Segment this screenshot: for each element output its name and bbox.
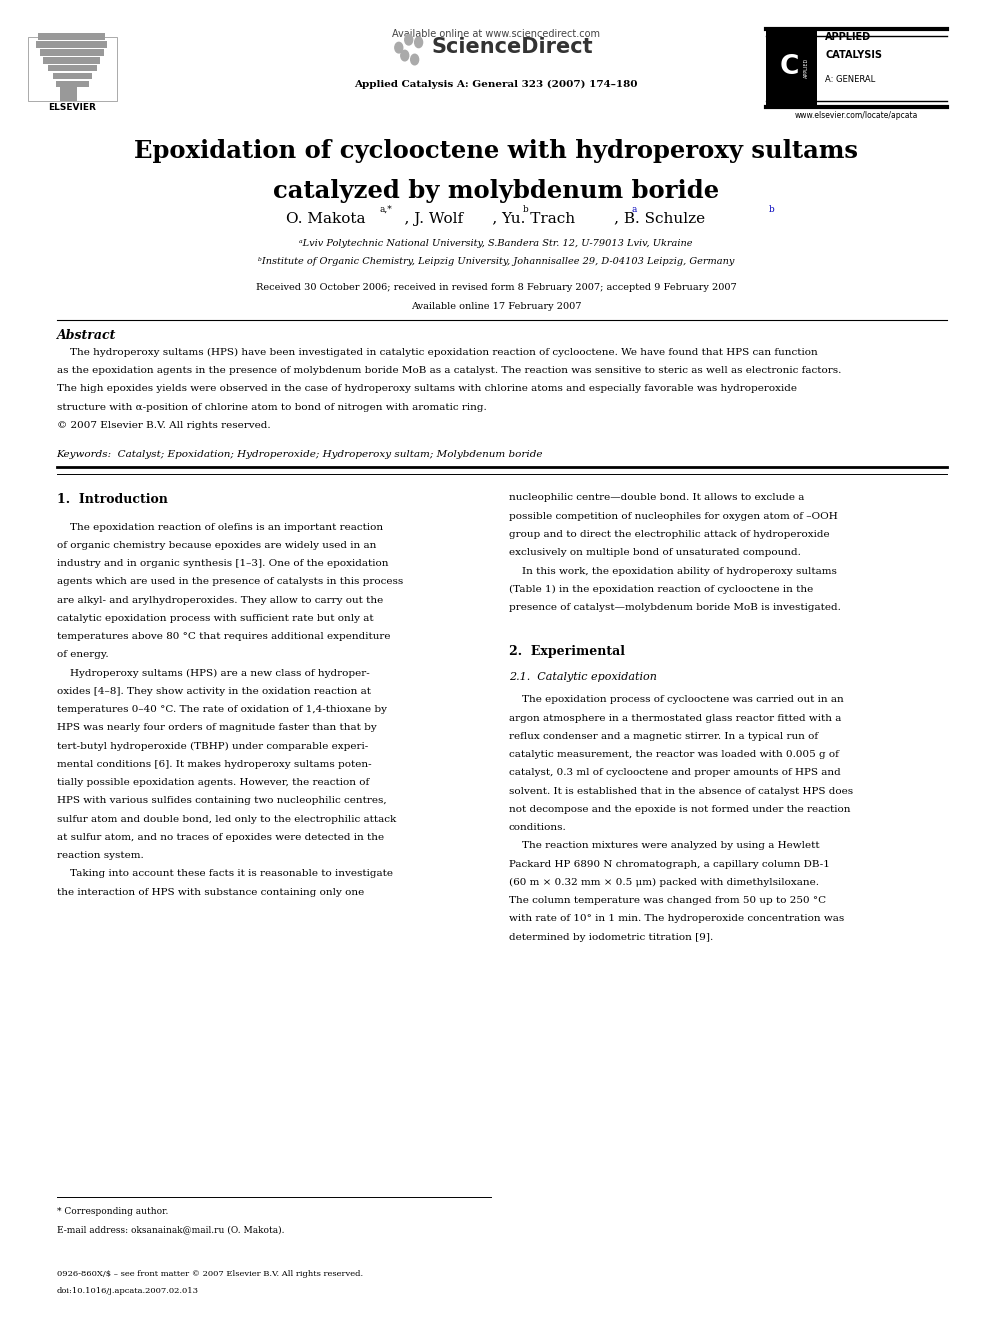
Text: conditions.: conditions. — [509, 823, 566, 832]
Text: * Corresponding author.: * Corresponding author. — [57, 1207, 168, 1216]
Text: 2.  Experimental: 2. Experimental — [509, 646, 625, 658]
Text: O. Makota        , J. Wolf      , Yu. Trach        , B. Schulze: O. Makota , J. Wolf , Yu. Trach , B. Sch… — [287, 212, 705, 226]
Text: The high epoxides yields were observed in the case of hydroperoxy sultams with c: The high epoxides yields were observed i… — [57, 385, 797, 393]
Text: Epoxidation of cyclooctene with hydroperoxy sultams: Epoxidation of cyclooctene with hydroper… — [134, 139, 858, 163]
Circle shape — [405, 34, 413, 45]
Text: catalyzed by molybdenum boride: catalyzed by molybdenum boride — [273, 179, 719, 202]
Text: mental conditions [6]. It makes hydroperoxy sultams poten-: mental conditions [6]. It makes hydroper… — [57, 759, 371, 769]
Text: of energy.: of energy. — [57, 651, 108, 659]
Text: group and to direct the electrophilic attack of hydroperoxide: group and to direct the electrophilic at… — [509, 531, 829, 538]
Circle shape — [401, 50, 409, 61]
Text: 0926-860X/$ – see front matter © 2007 Elsevier B.V. All rights reserved.: 0926-860X/$ – see front matter © 2007 El… — [57, 1270, 363, 1278]
Bar — [60, 87, 77, 101]
Bar — [48, 65, 97, 71]
Text: sulfur atom and double bond, led only to the electrophilic attack: sulfur atom and double bond, led only to… — [57, 815, 396, 824]
Text: a: a — [632, 205, 637, 214]
Text: not decompose and the epoxide is not formed under the reaction: not decompose and the epoxide is not for… — [509, 804, 850, 814]
Text: The column temperature was changed from 50 up to 250 °C: The column temperature was changed from … — [509, 896, 826, 905]
Text: © 2007 Elsevier B.V. All rights reserved.: © 2007 Elsevier B.V. All rights reserved… — [57, 421, 270, 430]
Text: with rate of 10° in 1 min. The hydroperoxide concentration was: with rate of 10° in 1 min. The hydropero… — [509, 914, 844, 923]
Text: Hydroperoxy sultams (HPS) are a new class of hydroper-: Hydroperoxy sultams (HPS) are a new clas… — [57, 668, 369, 677]
Text: APPLIED: APPLIED — [804, 58, 808, 78]
Bar — [38, 33, 105, 40]
Text: exclusively on multiple bond of unsaturated compound.: exclusively on multiple bond of unsatura… — [509, 548, 801, 557]
Text: structure with α-position of chlorine atom to bond of nitrogen with aromatic rin: structure with α-position of chlorine at… — [57, 402, 486, 411]
Bar — [53, 73, 92, 79]
Text: oxides [4–8]. They show activity in the oxidation reaction at: oxides [4–8]. They show activity in the … — [57, 687, 371, 696]
Text: Received 30 October 2006; received in revised form 8 February 2007; accepted 9 F: Received 30 October 2006; received in re… — [256, 283, 736, 292]
Text: HPS with various sulfides containing two nucleophilic centres,: HPS with various sulfides containing two… — [57, 796, 386, 806]
Text: presence of catalyst—molybdenum boride MoB is investigated.: presence of catalyst—molybdenum boride M… — [509, 603, 841, 613]
Bar — [56, 81, 89, 87]
Text: A: GENERAL: A: GENERAL — [825, 75, 876, 85]
Text: solvent. It is established that in the absence of catalyst HPS does: solvent. It is established that in the a… — [509, 787, 853, 795]
Text: Packard HP 6890 N chromatograph, a capillary column DB-1: Packard HP 6890 N chromatograph, a capil… — [509, 860, 829, 869]
Text: The epoxidation reaction of olefins is an important reaction: The epoxidation reaction of olefins is a… — [57, 523, 383, 532]
Text: Abstract: Abstract — [57, 329, 116, 343]
Text: APPLIED: APPLIED — [825, 32, 871, 42]
Text: at sulfur atom, and no traces of epoxides were detected in the: at sulfur atom, and no traces of epoxide… — [57, 833, 384, 841]
Text: ᵃLviv Polytechnic National University, S.Bandera Str. 12, U-79013 Lviv, Ukraine: ᵃLviv Polytechnic National University, S… — [300, 239, 692, 249]
Text: ScienceDirect: ScienceDirect — [432, 37, 593, 57]
Text: Keywords:  Catalyst; Epoxidation; Hydroperoxide; Hydroperoxy sultam; Molybdenum : Keywords: Catalyst; Epoxidation; Hydrope… — [57, 450, 543, 459]
Text: C: C — [780, 54, 799, 79]
Bar — [40, 49, 104, 56]
Text: as the epoxidation agents in the presence of molybdenum boride MoB as a catalyst: as the epoxidation agents in the presenc… — [57, 366, 841, 376]
Text: the interaction of HPS with substance containing only one: the interaction of HPS with substance co… — [57, 888, 364, 897]
Text: In this work, the epoxidation ability of hydroperoxy sultams: In this work, the epoxidation ability of… — [509, 566, 837, 576]
Text: a,*: a,* — [380, 205, 393, 214]
Text: 2.1.  Catalytic epoxidation: 2.1. Catalytic epoxidation — [509, 672, 657, 681]
Text: CATALYSIS: CATALYSIS — [825, 50, 882, 61]
Circle shape — [395, 42, 403, 53]
Text: determined by iodometric titration [9].: determined by iodometric titration [9]. — [509, 933, 713, 942]
Text: 1.  Introduction: 1. Introduction — [57, 493, 168, 507]
Text: agents which are used in the presence of catalysts in this process: agents which are used in the presence of… — [57, 577, 403, 586]
Text: catalytic measurement, the reactor was loaded with 0.005 g of: catalytic measurement, the reactor was l… — [509, 750, 839, 759]
Text: HPS was nearly four orders of magnitude faster than that by: HPS was nearly four orders of magnitude … — [57, 724, 376, 733]
Text: reaction system.: reaction system. — [57, 851, 143, 860]
Circle shape — [411, 54, 419, 65]
Bar — [36, 41, 107, 48]
Text: nucleophilic centre—double bond. It allows to exclude a: nucleophilic centre—double bond. It allo… — [509, 493, 805, 503]
Text: catalyst, 0.3 ml of cyclooctene and proper amounts of HPS and: catalyst, 0.3 ml of cyclooctene and prop… — [509, 769, 840, 778]
Text: Available online at www.sciencedirect.com: Available online at www.sciencedirect.co… — [392, 29, 600, 40]
Text: catalytic epoxidation process with sufficient rate but only at: catalytic epoxidation process with suffi… — [57, 614, 373, 623]
Text: E-mail address: oksanainak@mail.ru (O. Makota).: E-mail address: oksanainak@mail.ru (O. M… — [57, 1225, 284, 1234]
Text: b: b — [523, 205, 529, 214]
Bar — [766, 29, 817, 107]
Text: temperatures above 80 °C that requires additional expenditure: temperatures above 80 °C that requires a… — [57, 632, 390, 642]
Text: www.elsevier.com/locate/apcata: www.elsevier.com/locate/apcata — [795, 111, 919, 120]
Text: temperatures 0–40 °C. The rate of oxidation of 1,4-thioxane by: temperatures 0–40 °C. The rate of oxidat… — [57, 705, 387, 714]
Bar — [43, 57, 100, 64]
Text: The hydroperoxy sultams (HPS) have been investigated in catalytic epoxidation re: The hydroperoxy sultams (HPS) have been … — [57, 348, 817, 357]
Text: Applied Catalysis A: General 323 (2007) 174–180: Applied Catalysis A: General 323 (2007) … — [354, 79, 638, 89]
Text: (60 m × 0.32 mm × 0.5 μm) packed with dimethylsiloxane.: (60 m × 0.32 mm × 0.5 μm) packed with di… — [509, 878, 818, 886]
Text: tially possible epoxidation agents. However, the reaction of: tially possible epoxidation agents. Howe… — [57, 778, 369, 787]
Text: Available online 17 February 2007: Available online 17 February 2007 — [411, 302, 581, 311]
Text: ᵇInstitute of Organic Chemistry, Leipzig University, Johannisallee 29, D-04103 L: ᵇInstitute of Organic Chemistry, Leipzig… — [258, 257, 734, 266]
Text: b: b — [769, 205, 775, 214]
Text: ELSEVIER: ELSEVIER — [49, 103, 96, 112]
Text: reflux condenser and a magnetic stirrer. In a typical run of: reflux condenser and a magnetic stirrer.… — [509, 732, 818, 741]
Text: (Table 1) in the epoxidation reaction of cyclooctene in the: (Table 1) in the epoxidation reaction of… — [509, 585, 813, 594]
Text: argon atmosphere in a thermostated glass reactor fitted with a: argon atmosphere in a thermostated glass… — [509, 713, 841, 722]
Text: doi:10.1016/j.apcata.2007.02.013: doi:10.1016/j.apcata.2007.02.013 — [57, 1287, 198, 1295]
Text: of organic chemistry because epoxides are widely used in an: of organic chemistry because epoxides ar… — [57, 541, 376, 550]
Text: industry and in organic synthesis [1–3]. One of the epoxidation: industry and in organic synthesis [1–3].… — [57, 560, 388, 568]
Text: tert-butyl hydroperoxide (TBHP) under comparable experi-: tert-butyl hydroperoxide (TBHP) under co… — [57, 742, 368, 750]
Text: The reaction mixtures were analyzed by using a Hewlett: The reaction mixtures were analyzed by u… — [509, 841, 819, 851]
Text: possible competition of nucleophiles for oxygen atom of –OOH: possible competition of nucleophiles for… — [509, 512, 837, 521]
Text: are alkyl- and arylhydroperoxides. They allow to carry out the: are alkyl- and arylhydroperoxides. They … — [57, 595, 383, 605]
Bar — [28, 37, 117, 101]
Text: Taking into account these facts it is reasonable to investigate: Taking into account these facts it is re… — [57, 869, 393, 878]
Text: The epoxidation process of cyclooctene was carried out in an: The epoxidation process of cyclooctene w… — [509, 696, 843, 704]
Circle shape — [415, 37, 423, 48]
